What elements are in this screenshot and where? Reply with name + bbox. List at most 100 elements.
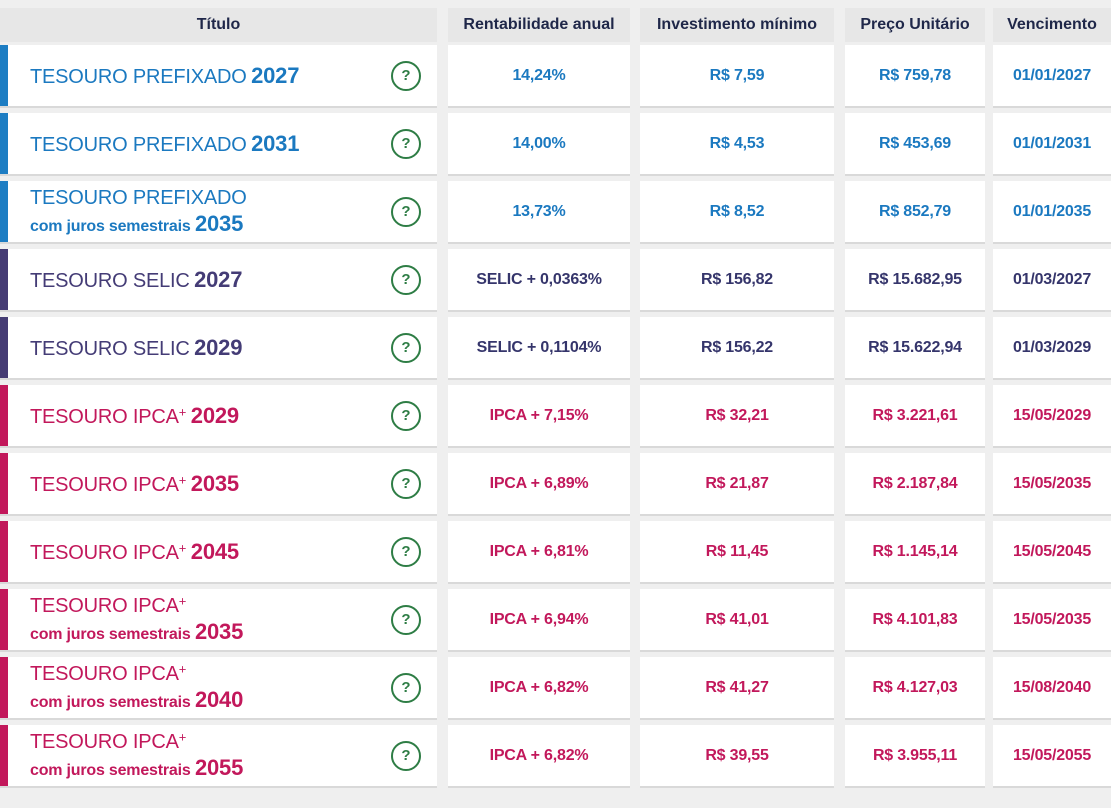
- investimento-value: R$ 156,82: [640, 249, 834, 312]
- rentabilidade-value: IPCA + 6,94%: [448, 589, 630, 652]
- preco-value: R$ 2.187,84: [845, 453, 985, 516]
- bond-name: TESOURO IPCA: [30, 405, 179, 428]
- bond-title-cell[interactable]: TESOURO IPCA+ 2045 ?: [0, 521, 437, 584]
- preco-value: R$ 4.127,03: [845, 657, 985, 720]
- investimento-value: R$ 8,52: [640, 181, 834, 244]
- investimento-value: R$ 156,22: [640, 317, 834, 380]
- bond-color-bar: [0, 589, 8, 650]
- bond-title-cell[interactable]: TESOURO IPCA+ com juros semestrais 2035 …: [0, 589, 437, 652]
- bond-year: 2027: [194, 266, 243, 292]
- bond-year: 2055: [194, 754, 244, 780]
- help-icon[interactable]: ?: [391, 332, 421, 363]
- bond-name-plus: +: [178, 404, 187, 420]
- column-header-preco: Preço Unitário: [845, 8, 985, 42]
- vencimento-value: 15/05/2035: [993, 453, 1111, 516]
- bond-title: TESOURO IPCA+ 2045: [0, 539, 239, 565]
- help-icon[interactable]: ?: [391, 196, 421, 227]
- bond-title-cell[interactable]: TESOURO PREFIXADO 2027 ?: [0, 45, 437, 108]
- vencimento-value: 01/01/2031: [993, 113, 1111, 176]
- investimento-value: R$ 7,59: [640, 45, 834, 108]
- bond-year: 2029: [190, 402, 239, 428]
- bond-name-plus: +: [178, 593, 187, 609]
- bond-name: TESOURO IPCA: [30, 473, 179, 496]
- rentabilidade-value: 13,73%: [448, 181, 630, 244]
- bond-subtitle: com juros semestrais: [30, 217, 191, 235]
- investimento-value: R$ 41,01: [640, 589, 834, 652]
- table-row: TESOURO PREFIXADO com juros semestrais 2…: [0, 181, 1111, 244]
- bond-title: TESOURO PREFIXADO com juros semestrais 2…: [0, 187, 247, 236]
- table-header-row: Título Rentabilidade anual Investimento …: [0, 8, 1111, 42]
- bond-color-bar: [0, 181, 8, 242]
- bond-year: 2031: [251, 130, 300, 156]
- bond-color-bar: [0, 453, 8, 514]
- investimento-value: R$ 11,45: [640, 521, 834, 584]
- column-header-titulo: Título: [0, 8, 437, 42]
- bond-year: 2035: [190, 470, 239, 496]
- bond-title-cell[interactable]: TESOURO IPCA+ com juros semestrais 2040 …: [0, 657, 437, 720]
- investimento-value: R$ 39,55: [640, 725, 834, 788]
- help-icon[interactable]: ?: [391, 672, 421, 703]
- bond-title-cell[interactable]: TESOURO SELIC 2029 ?: [0, 317, 437, 380]
- investimento-value: R$ 41,27: [640, 657, 834, 720]
- bond-name: TESOURO PREFIXADO: [30, 133, 247, 156]
- rentabilidade-value: IPCA + 6,81%: [448, 521, 630, 584]
- bond-year: 2035: [194, 210, 244, 236]
- help-icon[interactable]: ?: [391, 264, 421, 295]
- bond-color-bar: [0, 249, 8, 310]
- bond-title-cell[interactable]: TESOURO IPCA+ 2029 ?: [0, 385, 437, 448]
- help-icon[interactable]: ?: [391, 400, 421, 431]
- bond-color-bar: [0, 113, 8, 174]
- bond-title: TESOURO SELIC 2027: [0, 267, 242, 293]
- bond-table: Título Rentabilidade anual Investimento …: [0, 8, 1111, 788]
- bond-title-cell[interactable]: TESOURO PREFIXADO 2031 ?: [0, 113, 437, 176]
- bond-name: TESOURO SELIC: [30, 269, 190, 292]
- bond-color-bar: [0, 317, 8, 378]
- help-icon[interactable]: ?: [391, 740, 421, 771]
- help-icon[interactable]: ?: [391, 468, 421, 499]
- bond-subtitle: com juros semestrais: [30, 693, 191, 711]
- vencimento-value: 15/08/2040: [993, 657, 1111, 720]
- table-row: TESOURO PREFIXADO 2027 ? 14,24% R$ 7,59 …: [0, 45, 1111, 108]
- table-row: TESOURO IPCA+ com juros semestrais 2040 …: [0, 657, 1111, 720]
- preco-value: R$ 3.955,11: [845, 725, 985, 788]
- bond-color-bar: [0, 725, 8, 786]
- bond-color-bar: [0, 521, 8, 582]
- bond-title-cell[interactable]: TESOURO PREFIXADO com juros semestrais 2…: [0, 181, 437, 244]
- bond-name-plus: +: [178, 472, 187, 488]
- vencimento-value: 01/03/2029: [993, 317, 1111, 380]
- preco-value: R$ 1.145,14: [845, 521, 985, 584]
- rentabilidade-value: IPCA + 6,82%: [448, 657, 630, 720]
- vencimento-value: 15/05/2029: [993, 385, 1111, 448]
- bond-title-cell[interactable]: TESOURO IPCA+ 2035 ?: [0, 453, 437, 516]
- bond-subtitle: com juros semestrais: [30, 761, 191, 779]
- bond-title-cell[interactable]: TESOURO IPCA+ com juros semestrais 2055 …: [0, 725, 437, 788]
- table-row: TESOURO IPCA+ com juros semestrais 2035 …: [0, 589, 1111, 652]
- preco-value: R$ 15.682,95: [845, 249, 985, 312]
- table-row: TESOURO IPCA+ com juros semestrais 2055 …: [0, 725, 1111, 788]
- bond-name: TESOURO PREFIXADO: [30, 65, 247, 88]
- bond-color-bar: [0, 657, 8, 718]
- help-icon[interactable]: ?: [391, 128, 421, 159]
- bond-name-plus: +: [178, 661, 187, 677]
- bond-title: TESOURO PREFIXADO 2027: [0, 63, 299, 89]
- vencimento-value: 01/01/2035: [993, 181, 1111, 244]
- help-icon[interactable]: ?: [391, 60, 421, 91]
- help-icon[interactable]: ?: [391, 536, 421, 567]
- vencimento-value: 15/05/2045: [993, 521, 1111, 584]
- bond-title: TESOURO IPCA+ 2035: [0, 471, 239, 497]
- help-icon[interactable]: ?: [391, 604, 421, 635]
- bond-year: 2045: [190, 538, 239, 564]
- preco-value: R$ 15.622,94: [845, 317, 985, 380]
- preco-value: R$ 453,69: [845, 113, 985, 176]
- preco-value: R$ 3.221,61: [845, 385, 985, 448]
- investimento-value: R$ 21,87: [640, 453, 834, 516]
- rentabilidade-value: IPCA + 7,15%: [448, 385, 630, 448]
- bond-title-cell[interactable]: TESOURO SELIC 2027 ?: [0, 249, 437, 312]
- bond-name: TESOURO IPCA: [30, 662, 179, 685]
- vencimento-value: 01/01/2027: [993, 45, 1111, 108]
- bond-subtitle: com juros semestrais: [30, 625, 191, 643]
- bond-year: 2035: [194, 618, 244, 644]
- bond-color-bar: [0, 45, 8, 106]
- column-header-vencimento: Vencimento: [993, 8, 1111, 42]
- bond-name-plus: +: [178, 540, 187, 556]
